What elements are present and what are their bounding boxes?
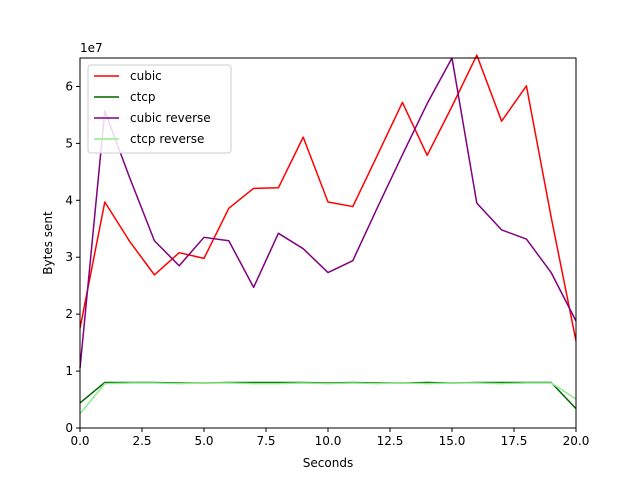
x-tick-label: 12.5 [377,434,404,448]
x-tick-label: 2.5 [132,434,151,448]
x-tick-label: 10.0 [315,434,342,448]
x-axis-label: Seconds [303,456,353,470]
legend-box [87,64,232,154]
y-tick-label: 1 [65,364,73,378]
legend-label-ctcp: ctcp [130,90,156,104]
y-offset-text: 1e7 [80,41,103,55]
series-line-cubic-reverse [79,57,577,369]
legend-label-ctcp-reverse: ctcp reverse [130,132,204,146]
legend-label-cubic: cubic [130,69,162,83]
x-tick-label: 7.5 [256,434,275,448]
x-tick-label: 17.5 [501,434,528,448]
x-tick-label: 5.0 [194,434,213,448]
series-line-cubic [79,54,577,342]
x-tick-label: 20.0 [563,434,590,448]
series-line-ctcp [79,381,577,410]
y-tick-label: 6 [65,79,73,93]
y-tick-label: 2 [65,307,73,321]
y-axis: 0 1 2 3 4 5 6 [65,79,80,435]
legend-label-cubic-reverse: cubic reverse [130,111,211,125]
y-tick-label: 3 [65,250,73,264]
y-tick-label: 0 [65,421,73,435]
legend: cubic ctcp cubic reverse ctcp reverse [87,64,232,154]
series-layer [79,54,577,415]
x-tick-label: 15.0 [439,434,466,448]
y-axis-label: Bytes sent [41,211,55,275]
y-tick-label: 4 [65,193,73,207]
y-tick-label: 5 [65,136,73,150]
x-tick-label: 0.0 [70,434,89,448]
series-line-ctcp-reverse [79,382,577,415]
x-axis: 0.0 2.5 5.0 7.5 10.0 12.5 15.0 17.5 20.0 [70,428,589,448]
